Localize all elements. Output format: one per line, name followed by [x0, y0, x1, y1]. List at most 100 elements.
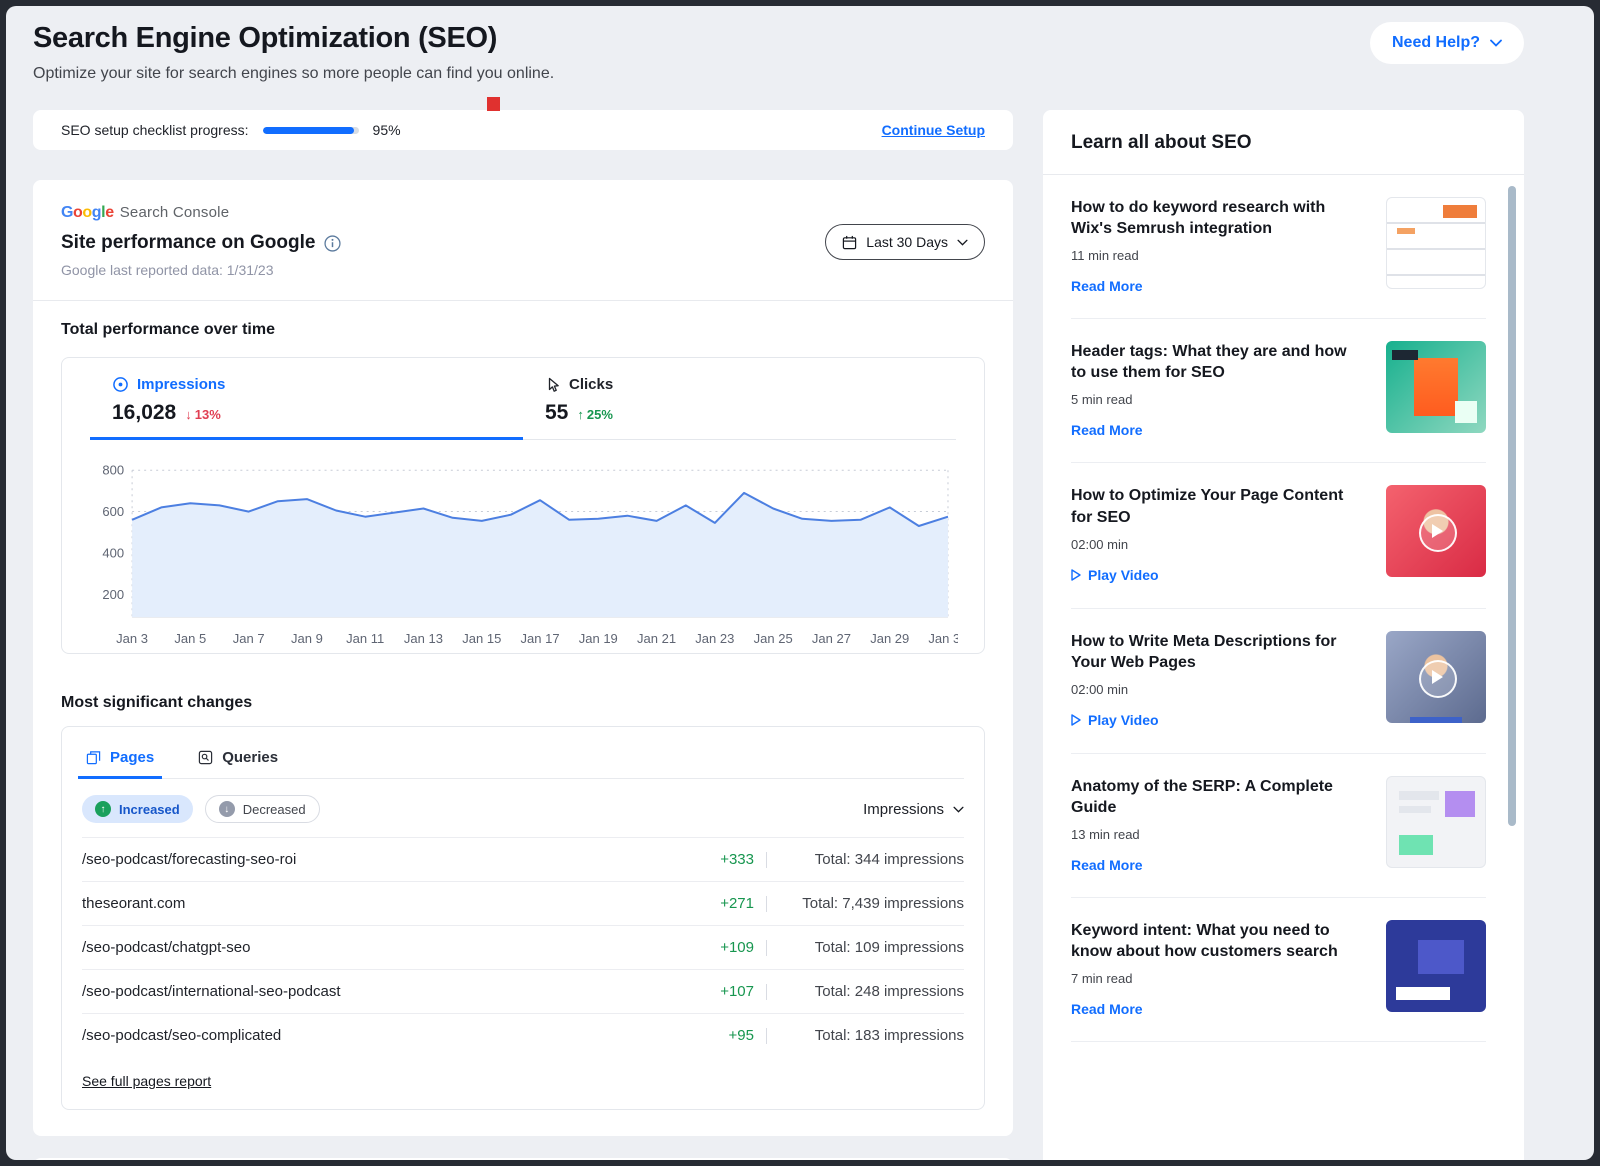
article-action-link[interactable]: Play Video [1071, 712, 1159, 728]
article-action-link[interactable]: Play Video [1071, 567, 1159, 583]
table-row: theseorant.com +271 Total: 7,439 impress… [82, 881, 964, 925]
article-action-link[interactable]: Read More [1071, 422, 1143, 438]
learn-sidebar: Learn all about SEO How to do keyword re… [1043, 110, 1524, 1160]
change-value: +333 [720, 851, 754, 868]
total-impressions: Total: 183 impressions [814, 1027, 964, 1044]
article-action-label: Play Video [1088, 566, 1159, 583]
article-card: Header tags: What they are and how to us… [1071, 319, 1486, 464]
site-performance-card: Google Search Console Site performance o… [33, 180, 1013, 1136]
filter-increased[interactable]: ↑ Increased [82, 795, 193, 823]
table-row: /seo-podcast/international-seo-podcast +… [82, 969, 964, 1013]
google-search-console-logo: Google Search Console [61, 204, 985, 222]
metric-dropdown[interactable]: Impressions [863, 801, 964, 818]
article-title: How to Optimize Your Page Content for SE… [1071, 487, 1344, 526]
svg-text:400: 400 [102, 545, 124, 560]
filter-decreased[interactable]: ↓ Decreased [204, 795, 320, 823]
total-impressions: Total: 248 impressions [814, 983, 964, 1000]
play-overlay-icon [1386, 631, 1486, 723]
red-marker-artifact [487, 97, 500, 111]
calendar-icon [843, 235, 857, 249]
pages-table: /seo-podcast/forecasting-seo-roi +333 To… [82, 837, 964, 1057]
progress-label: SEO setup checklist progress: [61, 122, 249, 138]
google-logo: Google [61, 204, 114, 221]
setup-progress-card: SEO setup checklist progress: 95% Contin… [33, 110, 1013, 150]
column-divider [766, 851, 767, 868]
page-title: Search Engine Optimization (SEO) [33, 22, 498, 54]
total-impressions: Total: 109 impressions [814, 939, 964, 956]
page-path: /seo-podcast/chatgpt-seo [82, 939, 251, 956]
date-range-button[interactable]: Last 30 Days [825, 224, 985, 260]
continue-setup-link[interactable]: Continue Setup [881, 122, 985, 138]
tab-queries[interactable]: Queries [194, 741, 282, 778]
article-meta: 13 min read [1071, 827, 1140, 843]
article-action-link[interactable]: Read More [1071, 278, 1143, 294]
article-action-link[interactable]: Read More [1071, 857, 1143, 873]
article-thumbnail[interactable] [1386, 775, 1486, 868]
article-title: How to Write Meta Descriptions for Your … [1071, 632, 1337, 671]
column-divider [766, 983, 767, 1000]
article-thumbnail[interactable] [1386, 920, 1486, 1013]
clicks-tab[interactable]: Clicks 55 ↑ 25% [523, 358, 956, 439]
filter-increased-label: Increased [119, 801, 180, 817]
clicks-label: Clicks [569, 376, 614, 393]
article-card: How to do keyword research with Wix's Se… [1071, 175, 1486, 320]
article-thumbnail[interactable] [1386, 485, 1486, 578]
article-action-label: Play Video [1088, 711, 1159, 728]
clicks-value: 55 [545, 401, 569, 424]
console-header-section: Google Search Console Site performance o… [33, 180, 1013, 300]
clicks-label-row: Clicks [545, 376, 956, 393]
article-thumbnail[interactable] [1386, 630, 1486, 723]
seo-dashboard-page: Search Engine Optimization (SEO) Optimiz… [6, 6, 1594, 1160]
svg-text:Jan 11: Jan 11 [346, 631, 384, 646]
svg-text:200: 200 [102, 587, 124, 602]
page-path: /seo-podcast/international-seo-podcast [82, 983, 341, 1000]
impressions-tab[interactable]: Impressions 16,028 ↓ 13% [90, 358, 523, 439]
full-pages-report-link[interactable]: See full pages report [82, 1073, 212, 1089]
svg-text:Jan 27: Jan 27 [812, 631, 851, 646]
info-icon[interactable] [324, 234, 342, 252]
svg-text:Jan 31: Jan 31 [928, 631, 958, 646]
chevron-down-icon [953, 806, 964, 813]
svg-text:Jan 9: Jan 9 [291, 631, 323, 646]
play-icon [1071, 568, 1081, 581]
total-impressions: Total: 7,439 impressions [802, 895, 964, 912]
changes-box: Pages Queries ↑ Increased [61, 726, 985, 1110]
chevron-down-icon [957, 239, 968, 246]
article-title: Header tags: What they are and how to us… [1071, 343, 1347, 382]
pages-icon [86, 751, 101, 765]
article-text: How to do keyword research with Wix's Se… [1071, 197, 1360, 296]
up-arrow-icon: ↑ [577, 407, 584, 422]
article-action-label: Read More [1071, 422, 1143, 439]
tab-pages[interactable]: Pages [77, 741, 163, 779]
impressions-value-row: 16,028 ↓ 13% [112, 401, 523, 425]
svg-text:Jan 13: Jan 13 [404, 631, 443, 646]
table-row: /seo-podcast/seo-complicated +95 Total: … [82, 1013, 964, 1057]
article-text: How to Write Meta Descriptions for Your … [1071, 631, 1360, 731]
progress-bar-fill [262, 126, 354, 134]
svg-text:Jan 23: Jan 23 [695, 631, 734, 646]
change-value: +95 [728, 1027, 754, 1044]
svg-text:Jan 5: Jan 5 [174, 631, 206, 646]
impressions-label: Impressions [137, 376, 226, 393]
change-value: +271 [720, 895, 754, 912]
article-text: How to Optimize Your Page Content for SE… [1071, 485, 1360, 585]
article-action-label: Read More [1071, 857, 1143, 874]
need-help-button[interactable]: Need Help? [1369, 22, 1524, 64]
article-thumbnail[interactable] [1386, 341, 1486, 434]
search-console-label: Search Console [119, 204, 230, 221]
change-value: +107 [720, 983, 754, 1000]
article-thumbnail[interactable] [1386, 197, 1486, 289]
scrollbar-thumb[interactable] [1508, 186, 1516, 826]
play-icon [1071, 714, 1081, 726]
change-value: +109 [720, 939, 754, 956]
queries-icon [199, 750, 213, 765]
decrease-icon: ↓ [218, 801, 235, 817]
impressions-icon [113, 377, 128, 392]
article-action-link[interactable]: Read More [1071, 1001, 1143, 1017]
main-column: SEO setup checklist progress: 95% Contin… [33, 110, 1013, 1160]
clicks-value-row: 55 ↑ 25% [545, 401, 956, 425]
play-overlay-icon [1386, 485, 1486, 577]
column-divider [766, 895, 767, 912]
page-path: /seo-podcast/seo-complicated [82, 1027, 282, 1044]
